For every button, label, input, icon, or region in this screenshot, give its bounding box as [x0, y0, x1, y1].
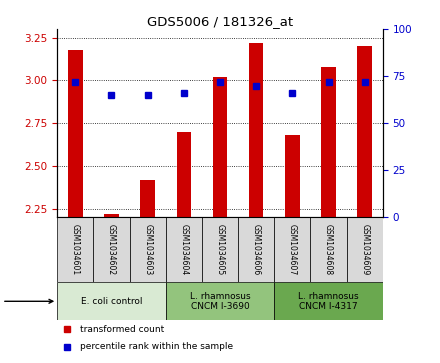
- Text: E. coli control: E. coli control: [81, 297, 142, 306]
- Text: GSM1034605: GSM1034605: [216, 224, 224, 276]
- Bar: [274, 282, 383, 321]
- Text: GSM1034609: GSM1034609: [360, 224, 369, 276]
- Bar: [104, 214, 119, 217]
- Bar: [140, 180, 155, 217]
- Bar: [57, 217, 93, 282]
- Text: protocol: protocol: [0, 296, 53, 306]
- Bar: [274, 217, 311, 282]
- Title: GDS5006 / 181326_at: GDS5006 / 181326_at: [147, 15, 293, 28]
- Bar: [166, 217, 202, 282]
- Text: GSM1034607: GSM1034607: [288, 224, 297, 276]
- Text: L. rhamnosus
CNCM I-3690: L. rhamnosus CNCM I-3690: [190, 291, 250, 311]
- Bar: [321, 67, 336, 217]
- Bar: [347, 217, 383, 282]
- Text: percentile rank within the sample: percentile rank within the sample: [80, 342, 233, 351]
- Text: transformed count: transformed count: [80, 325, 164, 334]
- Bar: [68, 50, 83, 217]
- Text: GSM1034601: GSM1034601: [71, 224, 80, 276]
- Bar: [238, 217, 274, 282]
- Text: GSM1034604: GSM1034604: [180, 224, 188, 276]
- Bar: [166, 282, 274, 321]
- Bar: [357, 46, 372, 217]
- Text: GSM1034602: GSM1034602: [107, 224, 116, 276]
- Bar: [176, 132, 191, 217]
- Text: GSM1034606: GSM1034606: [252, 224, 260, 276]
- Text: GSM1034603: GSM1034603: [143, 224, 152, 276]
- Bar: [213, 77, 227, 217]
- Bar: [249, 43, 264, 217]
- Bar: [129, 217, 166, 282]
- Bar: [285, 135, 300, 217]
- Bar: [202, 217, 238, 282]
- Bar: [57, 282, 166, 321]
- Text: L. rhamnosus
CNCM I-4317: L. rhamnosus CNCM I-4317: [298, 291, 359, 311]
- Bar: [311, 217, 347, 282]
- Text: GSM1034608: GSM1034608: [324, 224, 333, 276]
- Bar: [93, 217, 129, 282]
